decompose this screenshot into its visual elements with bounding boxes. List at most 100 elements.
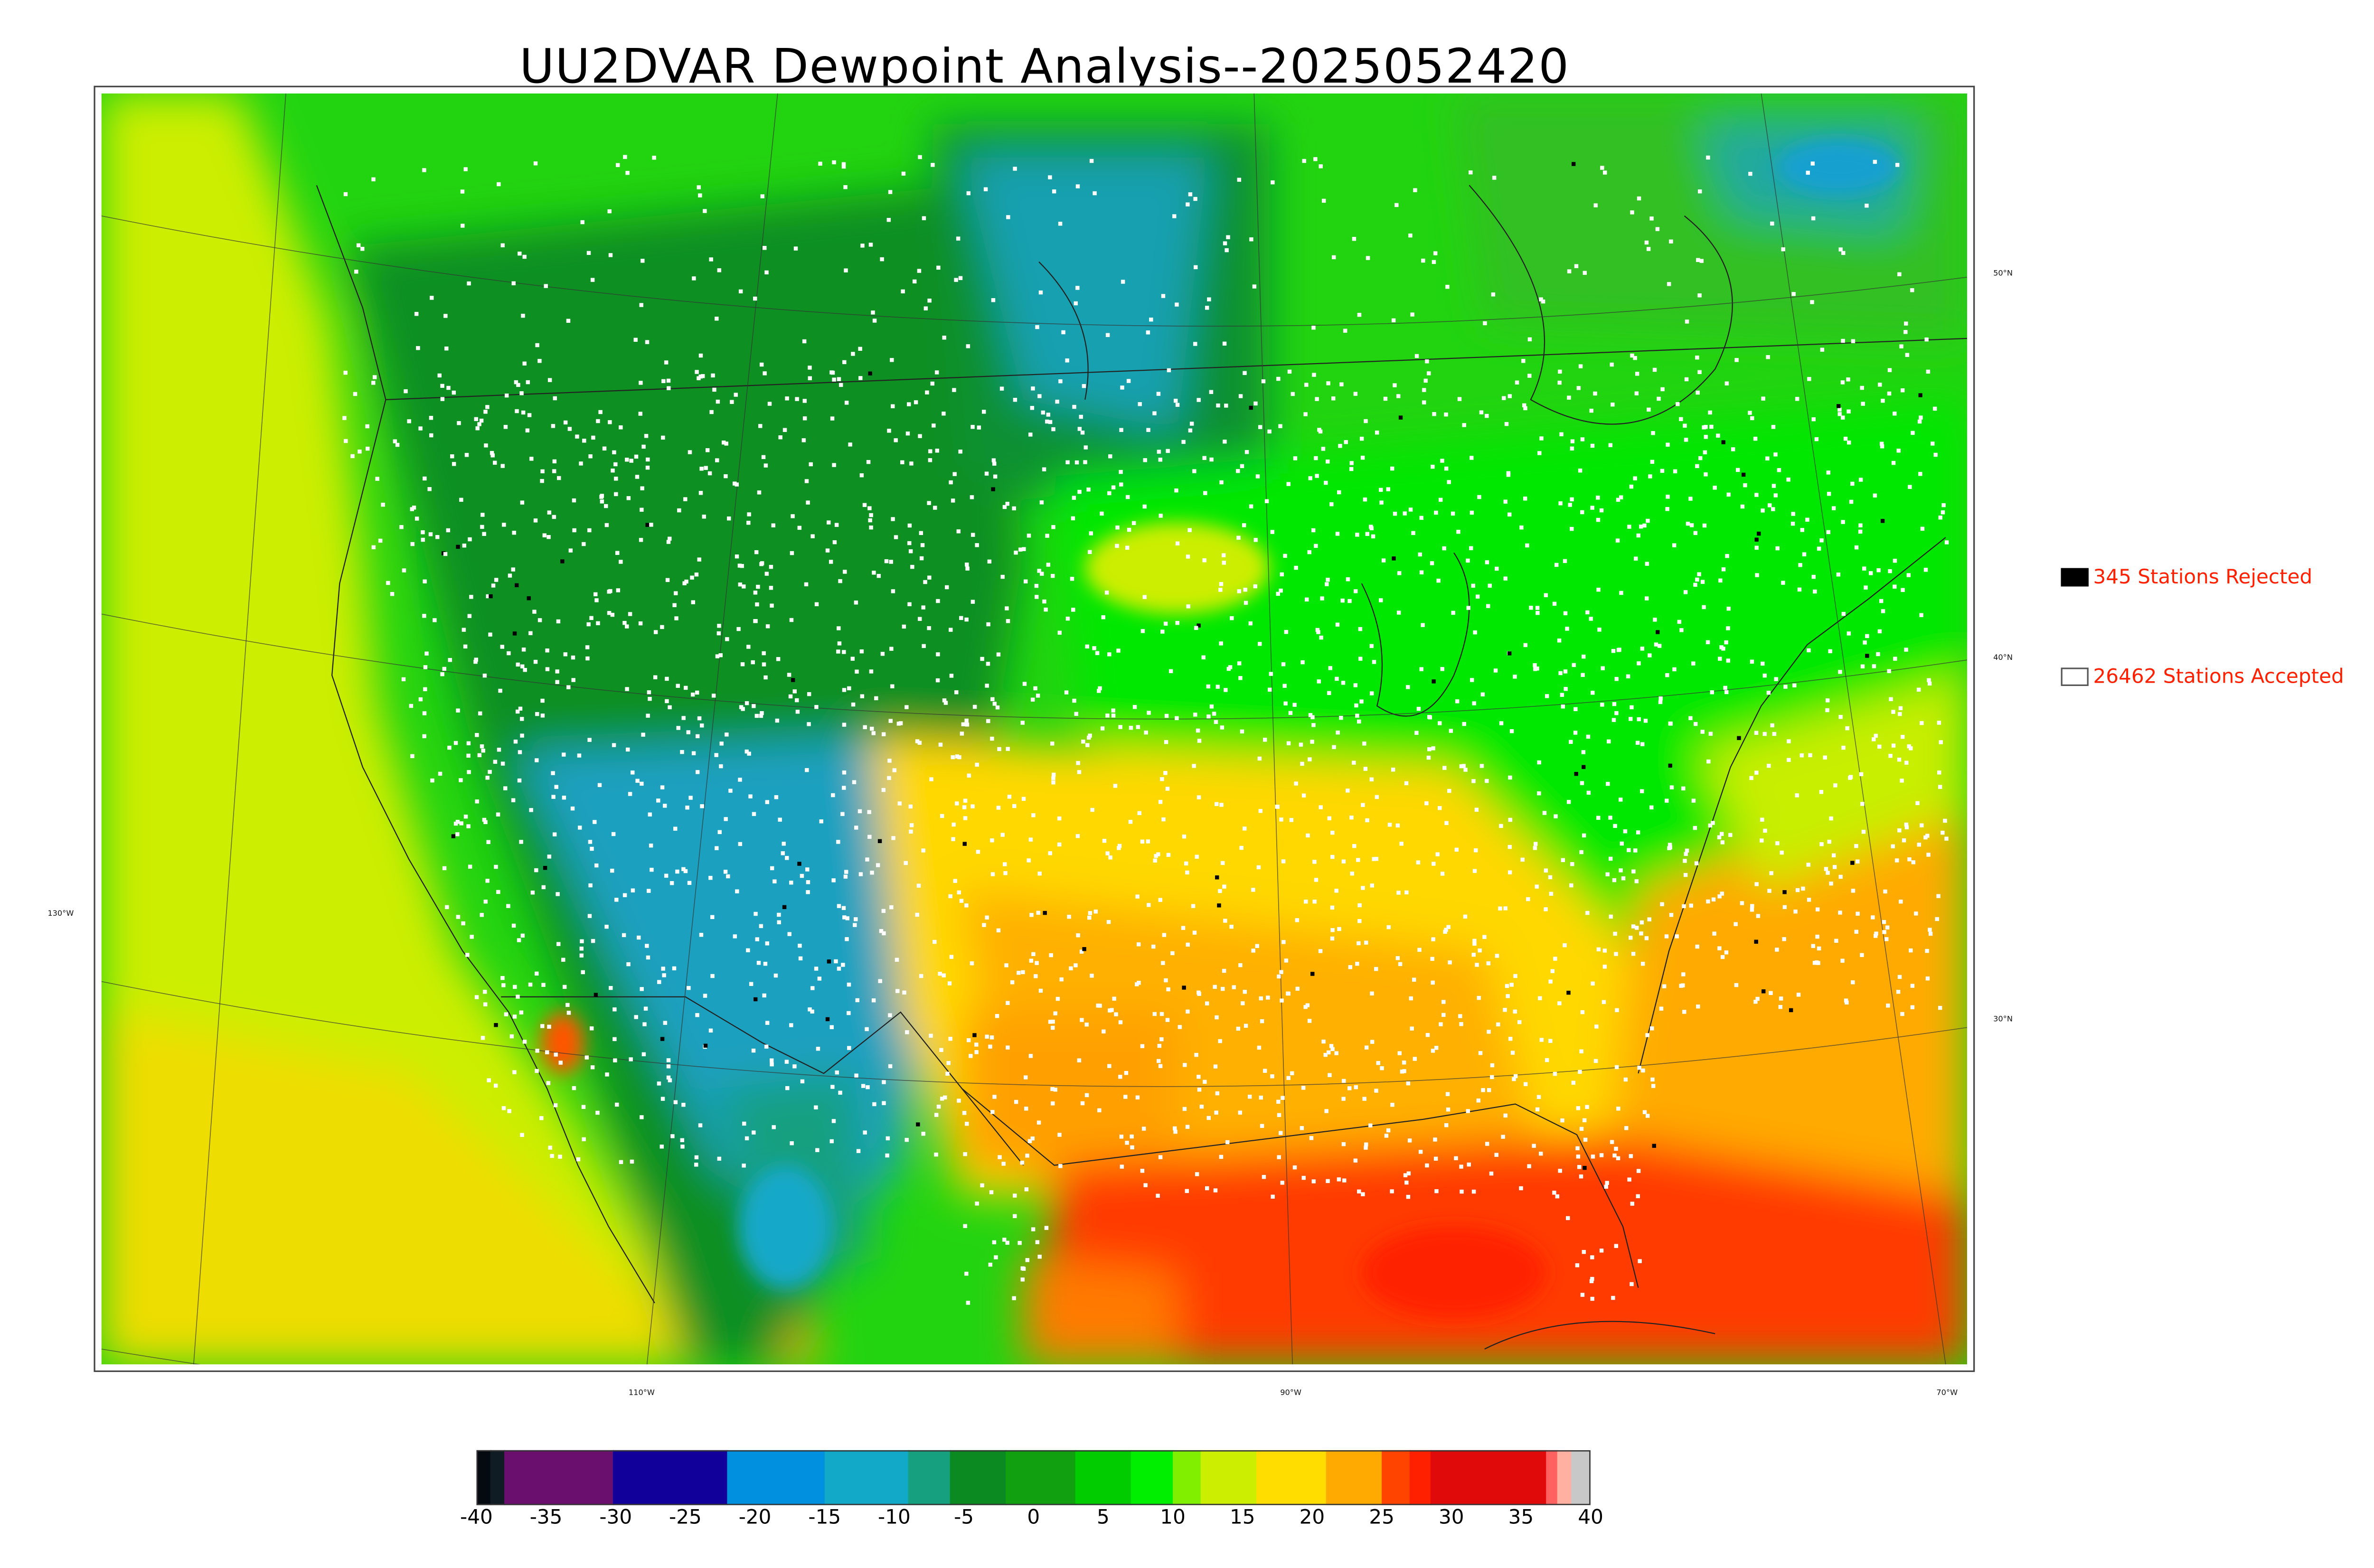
station-marker: [1183, 1063, 1187, 1067]
station-marker: [951, 755, 955, 760]
station-marker: [1043, 911, 1047, 915]
station-marker: [659, 1145, 664, 1149]
station-marker: [1271, 180, 1275, 185]
station-marker: [1708, 823, 1713, 828]
station-marker: [1375, 795, 1379, 799]
station-marker: [772, 879, 777, 883]
station-marker: [1697, 572, 1701, 576]
station-marker: [1717, 946, 1722, 950]
station-marker: [1604, 1184, 1608, 1189]
station-marker: [1409, 996, 1413, 1001]
station-marker: [1038, 988, 1043, 993]
station-marker: [1349, 461, 1354, 465]
station-marker: [1533, 667, 1537, 671]
station-marker: [1877, 744, 1882, 749]
station-marker: [782, 842, 786, 846]
station-marker: [1589, 1279, 1594, 1284]
station-marker: [921, 848, 925, 853]
station-marker: [986, 662, 990, 666]
lat-label-40n: 40°N: [1993, 654, 2013, 663]
station-marker: [777, 920, 781, 924]
station-marker: [957, 890, 961, 895]
station-marker: [1487, 1030, 1491, 1034]
station-marker: [664, 360, 669, 365]
station-marker: [711, 373, 715, 378]
station-marker: [1574, 264, 1579, 268]
station-marker: [1065, 460, 1070, 464]
station-marker: [1937, 770, 1941, 775]
station-marker: [1807, 648, 1811, 653]
station-marker: [1642, 1110, 1647, 1114]
station-marker: [533, 161, 538, 166]
station-marker: [1926, 369, 1931, 374]
station-marker: [1243, 587, 1247, 592]
station-marker: [1069, 966, 1073, 971]
station-marker: [901, 289, 905, 294]
station-marker: [754, 911, 758, 916]
station-marker: [566, 319, 571, 323]
station-marker: [1076, 933, 1080, 938]
station-marker: [690, 692, 695, 697]
station-marker: [1037, 394, 1042, 398]
station-marker: [1938, 516, 1943, 520]
station-marker: [1717, 835, 1722, 839]
station-marker: [1140, 1169, 1145, 1173]
station-marker: [808, 366, 812, 370]
station-marker: [1419, 667, 1423, 671]
station-marker: [1636, 533, 1640, 538]
station-marker: [1454, 1156, 1458, 1161]
station-marker: [1341, 1097, 1346, 1101]
colorbar-band: [1256, 1450, 1327, 1505]
station-marker: [1376, 1061, 1380, 1065]
station-marker: [1111, 708, 1115, 713]
station-marker: [535, 343, 539, 347]
station-marker: [1368, 1123, 1373, 1127]
station-marker: [482, 532, 486, 536]
station-marker: [1435, 852, 1440, 856]
station-marker: [1750, 904, 1754, 908]
station-marker: [1225, 1140, 1230, 1145]
station-marker: [1769, 991, 1773, 995]
station-marker: [1650, 1077, 1655, 1082]
station-marker: [1695, 355, 1699, 360]
station-marker: [1163, 771, 1168, 775]
station-marker: [1316, 630, 1320, 634]
station-marker: [1107, 652, 1112, 657]
station-marker: [1361, 1192, 1365, 1196]
station-marker: [1519, 526, 1524, 530]
station-marker: [1357, 1189, 1361, 1194]
station-marker: [446, 385, 451, 390]
station-marker: [580, 939, 584, 943]
station-marker: [1255, 474, 1260, 479]
station-marker: [1831, 506, 1836, 510]
station-marker: [1503, 499, 1507, 504]
station-marker: [1891, 743, 1896, 748]
station-marker: [494, 1023, 498, 1027]
station-marker: [1364, 1142, 1368, 1146]
station-marker: [500, 976, 505, 980]
station-marker: [1325, 582, 1329, 586]
station-marker: [843, 570, 847, 574]
lon-label-70w: 70°W: [1936, 1389, 1958, 1398]
station-marker: [830, 416, 835, 421]
station-marker: [759, 362, 764, 367]
station-marker: [1480, 692, 1485, 696]
station-marker: [1358, 657, 1363, 661]
station-marker: [1877, 629, 1882, 634]
station-marker: [1576, 1106, 1581, 1110]
station-marker: [1097, 1108, 1102, 1113]
station-marker: [1610, 1140, 1614, 1144]
station-marker: [647, 690, 651, 695]
station-marker: [946, 1061, 951, 1065]
station-marker: [1876, 652, 1880, 657]
station-marker: [741, 707, 745, 711]
station-marker: [612, 1037, 617, 1042]
station-marker: [1045, 534, 1049, 538]
accent-plains-moist: [1085, 522, 1270, 614]
station-marker: [648, 812, 652, 817]
station-marker: [1339, 715, 1343, 720]
station-marker: [831, 793, 835, 798]
station-marker: [1498, 906, 1502, 911]
station-marker: [1126, 379, 1131, 383]
station-marker: [409, 704, 414, 708]
